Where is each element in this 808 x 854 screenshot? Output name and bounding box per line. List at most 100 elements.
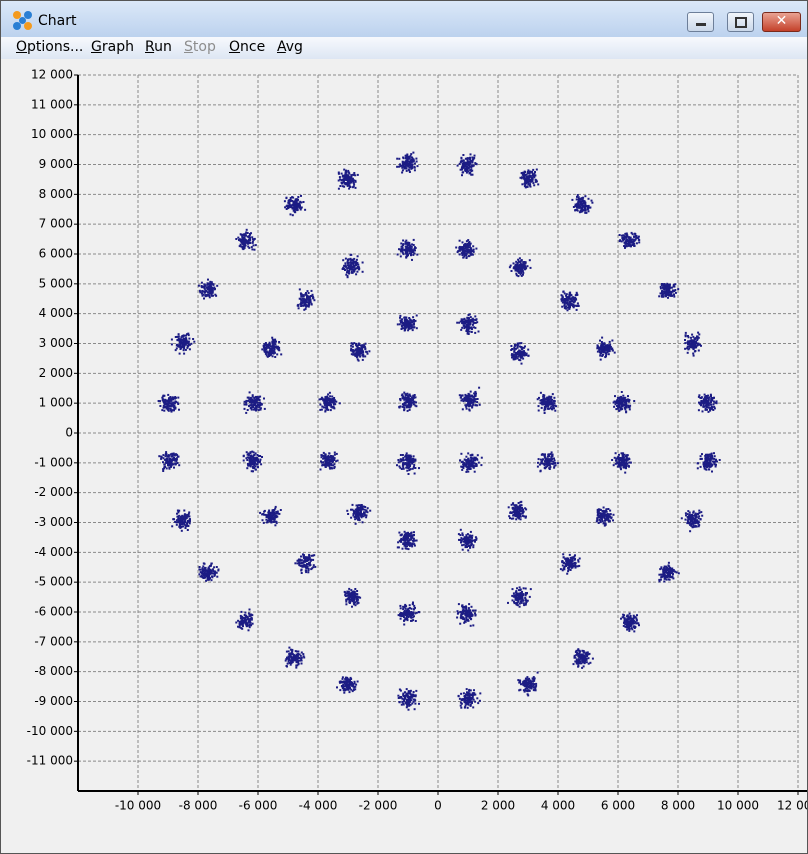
scatter-dot — [312, 564, 315, 567]
scatter-dot — [620, 617, 622, 620]
scatter-dot — [348, 587, 351, 590]
scatter-dot — [574, 205, 577, 207]
scatter-dot — [288, 646, 291, 649]
scatter-dot — [349, 679, 351, 682]
scatter-dot — [677, 572, 680, 575]
scatter-dot — [464, 698, 467, 701]
scatter-dot — [638, 241, 641, 244]
scatter-dot — [528, 677, 531, 680]
scatter-dot — [621, 404, 624, 407]
scatter-dot — [661, 294, 664, 297]
scatter-dot — [627, 244, 630, 247]
scatter-dot — [576, 649, 579, 652]
scatter-dot — [618, 234, 621, 236]
scatter-dot — [660, 575, 663, 578]
scatter-dot — [410, 245, 413, 248]
scatter-dot — [535, 180, 538, 183]
scatter-dot — [702, 405, 705, 408]
scatter-dot — [519, 589, 522, 592]
scatter-dot — [235, 621, 238, 624]
scatter-dot — [416, 253, 419, 256]
scatter-dot — [163, 401, 165, 404]
scatter-dot — [207, 291, 209, 294]
scatter-dot — [704, 464, 707, 467]
scatter-dot — [467, 251, 470, 254]
scatter-dot — [525, 592, 527, 594]
scatter-dot — [690, 336, 692, 339]
scatter-dot — [272, 516, 274, 519]
scatter-dot — [627, 395, 629, 398]
scatter-dot — [243, 614, 246, 616]
scatter-dot — [409, 244, 412, 247]
scatter-dot — [583, 207, 586, 210]
scatter-dot — [624, 623, 627, 626]
scatter-dot — [467, 162, 470, 165]
scatter-dot — [201, 294, 204, 297]
scatter-dot — [295, 653, 298, 656]
scatter-dot — [625, 454, 628, 457]
scatter-dot — [582, 200, 584, 202]
scatter-dot — [190, 342, 193, 345]
scatter-dot — [636, 614, 638, 617]
scatter-dot — [517, 275, 520, 278]
y-tick-label: 12 000 — [31, 68, 73, 82]
scatter-dot — [625, 465, 628, 467]
scatter-dot — [692, 522, 695, 525]
scatter-dot — [704, 404, 707, 407]
scatter-dot — [338, 176, 341, 179]
scatter-dot — [460, 615, 463, 618]
scatter-dot — [407, 168, 410, 171]
scatter-dot — [188, 337, 191, 340]
scatter-dot — [175, 400, 177, 403]
scatter-dot — [184, 518, 187, 521]
scatter-dot — [179, 524, 182, 527]
scatter-dot — [288, 659, 291, 662]
scatter-dot — [625, 461, 628, 464]
scatter-dot — [407, 609, 410, 612]
scatter-dot — [296, 206, 299, 209]
scatter-dot — [300, 657, 303, 660]
scatter-dot — [513, 266, 516, 269]
scatter-dot — [663, 568, 666, 571]
scatter-dot — [690, 516, 693, 519]
scatter-dot — [469, 251, 472, 254]
scatter-dot — [463, 621, 466, 624]
scatter-dot — [715, 400, 718, 403]
scatter-dot — [522, 273, 524, 276]
scatter-dot — [184, 521, 187, 523]
scatter-dot — [703, 402, 705, 405]
scatter-dot — [626, 628, 629, 631]
scatter-dot — [465, 688, 468, 691]
y-tick-label: 3 000 — [39, 336, 73, 350]
scatter-dot — [520, 259, 523, 262]
scatter-dot — [414, 606, 416, 609]
scatter-dot — [251, 238, 254, 241]
scatter-dot — [576, 565, 579, 568]
scatter-dot — [464, 695, 467, 697]
scatter-dot — [296, 559, 299, 562]
scatter-dot — [577, 204, 580, 207]
scatter-dot — [470, 166, 473, 169]
scatter-dot — [599, 339, 601, 342]
scatter-dot — [462, 247, 465, 250]
scatter-dot — [529, 685, 532, 688]
scatter-dot — [403, 610, 406, 613]
scatter-cluster — [337, 168, 359, 190]
scatter-dot — [512, 592, 515, 595]
scatter-dot — [521, 176, 524, 179]
scatter-dot — [560, 299, 563, 302]
scatter-dot — [577, 201, 580, 204]
scatter-dot — [474, 613, 477, 616]
scatter-dot — [162, 406, 165, 409]
scatter-dot — [302, 655, 305, 658]
scatter-dot — [520, 594, 522, 596]
scatter-dot — [299, 654, 302, 657]
scatter-dot — [602, 349, 605, 352]
y-tick-label: 5 000 — [39, 276, 73, 290]
scatter-dot — [625, 624, 628, 627]
scatter-dot — [579, 656, 582, 659]
scatter-dot — [624, 463, 627, 466]
scatter-dot — [300, 651, 303, 654]
scatter-dot — [665, 578, 668, 581]
